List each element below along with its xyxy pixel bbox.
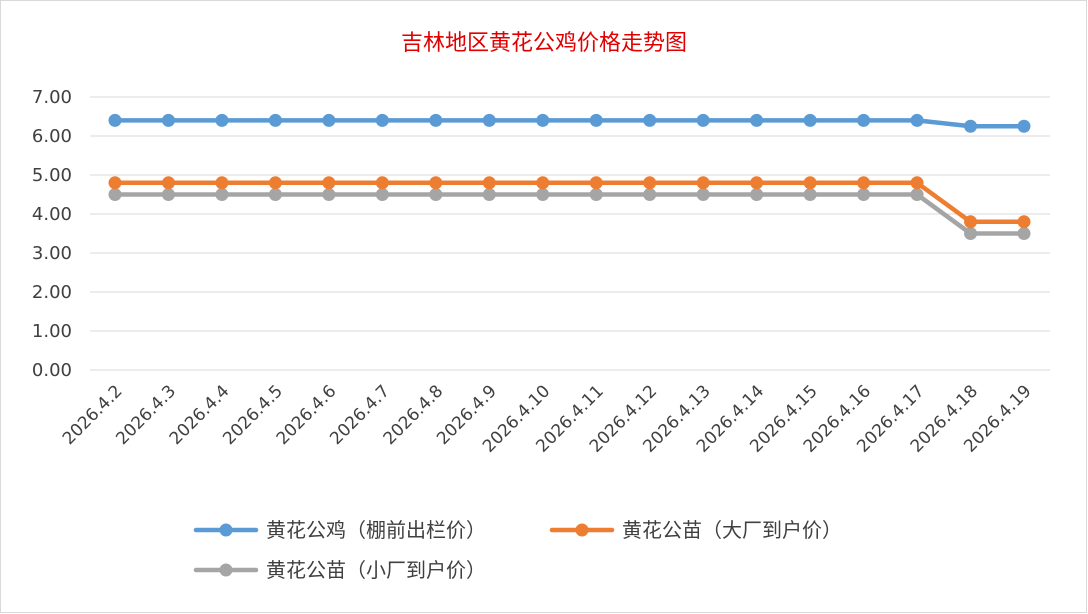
data-point <box>375 113 389 127</box>
data-point <box>750 176 764 190</box>
data-point <box>215 176 229 190</box>
y-tick-label: 1.00 <box>32 321 72 342</box>
data-point <box>482 113 496 127</box>
data-point <box>268 176 282 190</box>
data-point <box>215 188 229 201</box>
legend-swatch-marker <box>219 563 233 577</box>
data-point <box>1017 227 1031 240</box>
data-point <box>964 227 978 240</box>
data-point <box>643 176 657 190</box>
y-tick-label: 4.00 <box>32 204 72 225</box>
data-point <box>536 113 550 127</box>
data-point <box>161 188 175 201</box>
chart-title: 吉林地区黄花公鸡价格走势图 <box>401 31 687 56</box>
data-point <box>750 188 764 201</box>
data-point <box>161 176 175 190</box>
data-point <box>1017 215 1031 229</box>
series-line <box>112 192 1027 236</box>
data-point <box>161 113 175 127</box>
series-group <box>108 188 1031 240</box>
data-point <box>268 113 282 127</box>
data-point <box>429 176 443 190</box>
data-point <box>910 188 924 201</box>
data-point <box>643 113 657 127</box>
data-point <box>429 188 443 201</box>
legend-swatch-marker <box>575 523 589 537</box>
data-point <box>215 113 229 127</box>
y-tick-label: 0.00 <box>32 360 72 381</box>
data-point <box>643 188 657 201</box>
series-line <box>112 180 1027 225</box>
y-tick-label: 2.00 <box>32 282 72 303</box>
legend-item: 黄花公苗（小厂到户价） <box>193 558 486 582</box>
data-point <box>108 188 122 201</box>
data-point <box>964 215 978 229</box>
data-point <box>482 188 496 201</box>
data-point <box>750 113 764 127</box>
data-point <box>696 188 710 201</box>
legend: 黄花公鸡（棚前出栏价） 黄花公苗（大厂到户价） 黄花公苗（小厂到户价） <box>193 518 842 582</box>
data-point <box>857 188 871 201</box>
data-point <box>108 176 122 190</box>
legend-label: 黄花公鸡（棚前出栏价） <box>266 518 486 542</box>
series-group <box>108 176 1031 229</box>
legend-label: 黄花公苗（大厂到户价） <box>622 518 842 542</box>
data-point <box>803 113 817 127</box>
data-point <box>322 188 336 201</box>
data-point <box>589 113 603 127</box>
series-line <box>112 118 1027 129</box>
data-point <box>696 113 710 127</box>
y-tick-label: 7.00 <box>32 87 72 108</box>
y-tick-label: 6.00 <box>32 126 72 147</box>
data-point <box>589 188 603 201</box>
data-point <box>536 176 550 190</box>
data-point <box>322 113 336 127</box>
gridlines <box>90 96 1050 371</box>
data-point <box>1017 119 1031 133</box>
data-point <box>803 176 817 190</box>
y-axis-ticks: 0.00 1.00 2.00 3.00 4.00 5.00 6.00 7.00 <box>32 87 72 381</box>
legend-item: 黄花公鸡（棚前出栏价） <box>193 518 486 542</box>
data-point <box>857 113 871 127</box>
data-point <box>964 119 978 133</box>
data-point <box>268 188 282 201</box>
data-point <box>696 176 710 190</box>
data-point <box>108 113 122 127</box>
series-group <box>108 113 1031 133</box>
legend-swatch-marker <box>219 523 233 537</box>
data-point <box>536 188 550 201</box>
data-point <box>910 176 924 190</box>
data-point <box>857 176 871 190</box>
data-point <box>589 176 603 190</box>
data-point <box>322 176 336 190</box>
legend-label: 黄花公苗（小厂到户价） <box>266 558 486 582</box>
y-tick-label: 5.00 <box>32 165 72 186</box>
data-point <box>910 113 924 127</box>
data-point <box>482 176 496 190</box>
data-point <box>429 113 443 127</box>
legend-item: 黄花公苗（大厂到户价） <box>549 518 842 542</box>
data-point <box>375 188 389 201</box>
series-lines <box>108 113 1031 240</box>
y-tick-label: 3.00 <box>32 243 72 264</box>
data-point <box>803 188 817 201</box>
data-point <box>375 176 389 190</box>
